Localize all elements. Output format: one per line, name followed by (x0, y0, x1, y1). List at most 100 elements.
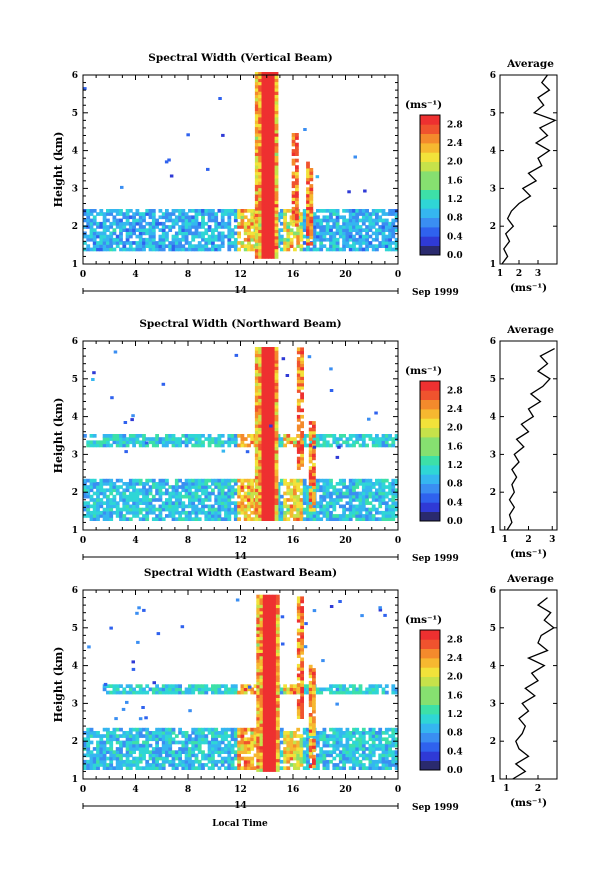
heatmap-cell (293, 731, 297, 735)
heatmap-cell (332, 209, 337, 213)
heatmap-cell (352, 687, 356, 692)
heatmap-cell (388, 443, 392, 448)
heatmap-cell (258, 194, 262, 198)
heatmap-cell (184, 759, 189, 764)
heatmap-cell (335, 241, 340, 245)
heatmap-cell (355, 478, 360, 483)
heatmap-cell (122, 491, 127, 496)
heatmap-cell (259, 736, 264, 740)
heatmap-cell (296, 373, 301, 377)
heatmap-cell (352, 491, 356, 496)
heatmap-cell (329, 209, 333, 213)
heatmap-cell (188, 684, 192, 688)
heatmap-cell (266, 713, 270, 718)
heatmap-cell (291, 136, 296, 140)
heatmap-cell (306, 727, 310, 732)
heatmap-cell (258, 488, 262, 493)
heatmap-cell (184, 218, 189, 223)
heatmap-cell (271, 366, 276, 370)
panel-2: Spectral Width (Northward Beam)0 4 8 12 16 20… (52, 318, 558, 564)
heatmap-cell (368, 218, 373, 223)
heatmap-cell (132, 504, 136, 509)
heatmap-cell (197, 763, 202, 767)
heatmap-cell (271, 398, 276, 403)
heatmap-cell (269, 424, 273, 428)
heatmap-cell (214, 501, 219, 505)
heatmap-cell (264, 494, 269, 499)
heatmap-cell (214, 740, 219, 745)
heatmap-cell (322, 743, 327, 748)
heatmap-cell (258, 347, 262, 351)
heatmap-cell (207, 218, 212, 223)
heatmap-cell (289, 244, 294, 248)
heatmap-cell (122, 514, 127, 518)
heatmap-cell (151, 517, 156, 521)
heatmap-cell (233, 488, 238, 493)
heatmap-cell (296, 408, 301, 413)
heatmap-cell (293, 443, 297, 448)
heatmap-cell (348, 482, 353, 486)
heatmap-cell (240, 756, 245, 761)
heatmap-cell (259, 716, 264, 721)
heatmap-cell (106, 756, 110, 761)
heatmap-cell (178, 514, 182, 518)
heatmap-cell (109, 759, 114, 764)
heatmap-cell (254, 245, 259, 250)
heatmap-cell (264, 446, 269, 451)
heatmap-cell (309, 184, 314, 188)
heatmap-cell (259, 659, 264, 663)
heatmap-cell (258, 255, 262, 259)
heatmap-cell (145, 734, 150, 738)
heatmap-cell (247, 234, 251, 239)
heatmap-cell (361, 215, 366, 220)
heatmap-cell (254, 100, 259, 105)
heatmap-cell (233, 434, 238, 438)
heatmap-cell (325, 491, 330, 496)
heatmap-cell (261, 110, 266, 115)
heatmap-cell (258, 462, 262, 467)
heatmap-cell (145, 482, 150, 486)
heatmap-cell (233, 247, 238, 252)
heatmap-cell (306, 180, 310, 185)
heatmap-cell (237, 747, 241, 751)
heatmap-cell (230, 727, 235, 732)
heatmap-cell (201, 684, 205, 688)
heatmap-cell (115, 244, 120, 248)
heatmap-cell (214, 507, 219, 512)
heatmap-cell (188, 437, 192, 441)
heatmap-cell (227, 740, 232, 745)
heatmap-cell (227, 244, 232, 248)
heatmap-cell (276, 218, 281, 223)
heatmap-cell (171, 727, 176, 732)
heatmap-cell (233, 218, 238, 223)
heatmap-cell (237, 212, 241, 216)
heatmap-cell (250, 491, 255, 496)
heatmap-cell (220, 759, 225, 764)
heatmap-cell (268, 107, 272, 111)
heatmap-cell (128, 507, 133, 512)
heatmap-cell (243, 727, 248, 732)
heatmap-cell (250, 747, 255, 751)
heatmap-cell (233, 743, 238, 748)
heatmap-cell (247, 482, 251, 486)
heatmap-cell (371, 218, 376, 223)
heatmap-cell (89, 221, 94, 226)
heatmap-cell (375, 684, 379, 688)
heatmap-cell (391, 488, 396, 493)
heatmap-cell (365, 443, 369, 448)
heatmap-cell (316, 225, 320, 229)
heatmap-cell (268, 78, 272, 83)
heatmap-cell (201, 485, 205, 489)
heatmap-cell (274, 229, 279, 234)
heatmap-cell (286, 228, 291, 232)
heatmap-cell (171, 737, 176, 742)
heatmap-cell (264, 213, 269, 217)
heatmap-cell (237, 225, 241, 229)
heatmap-cell (86, 212, 91, 216)
heatmap-cell (268, 517, 272, 521)
heatmap-cell (217, 687, 222, 692)
heatmap-cell (230, 437, 235, 441)
heatmap-cell (250, 727, 255, 732)
heatmap-cell (122, 241, 127, 245)
heatmap-cell (240, 212, 245, 216)
